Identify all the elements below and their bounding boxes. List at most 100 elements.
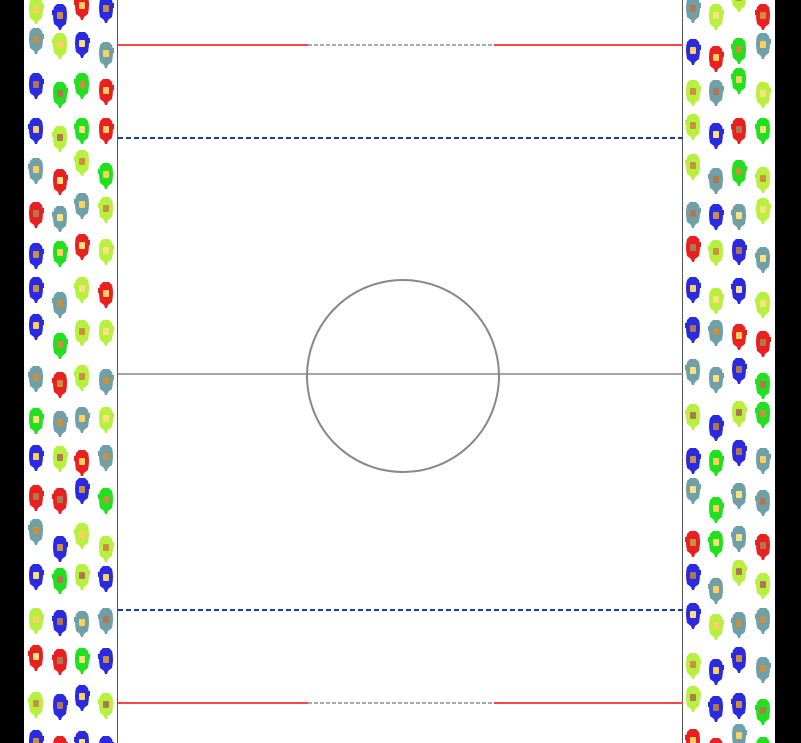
spectator-icon	[755, 534, 770, 560]
spectator-icon	[53, 333, 68, 359]
spectator-icon	[99, 407, 114, 433]
spectator-icon	[708, 696, 723, 722]
spectator-icon	[685, 154, 700, 180]
spectator-icon	[731, 526, 746, 552]
spectator-icon	[709, 367, 724, 393]
spectator-icon	[686, 448, 701, 474]
spectator-icon	[732, 0, 746, 12]
spectator-icon	[731, 38, 746, 64]
spectator-icon	[98, 445, 113, 471]
spectator-icon	[75, 648, 90, 674]
spectator-icon	[53, 241, 68, 267]
spectator-icon	[53, 411, 68, 437]
spectator-icon	[709, 204, 724, 230]
spectator-icon	[75, 234, 90, 260]
spectator-icon	[755, 292, 770, 318]
spectator-icon	[732, 160, 747, 186]
spectator-icon	[29, 608, 44, 634]
spectator-icon	[74, 0, 89, 20]
spectator-icon	[28, 158, 43, 184]
spectator-icon	[685, 359, 700, 385]
spectator-icon	[755, 490, 770, 516]
spectator-icon	[75, 407, 90, 433]
spectator-icon	[755, 118, 770, 144]
spectator-icon	[709, 415, 724, 441]
spectator-icon	[75, 32, 90, 58]
spectator-icon	[98, 566, 113, 592]
left-crowd-canvas	[28, 0, 114, 743]
spectator-icon	[686, 478, 701, 504]
spectator-icon	[756, 198, 771, 224]
spectator-icon	[29, 314, 44, 340]
spectator-icon	[756, 737, 770, 743]
spectator-icon	[732, 358, 747, 384]
spectator-icon	[708, 531, 723, 557]
spectator-icon	[99, 0, 114, 23]
spectator-icon	[75, 685, 90, 711]
spectator-icon	[28, 692, 43, 718]
spectator-icon	[686, 653, 701, 679]
spectator-icon	[74, 450, 89, 476]
spectator-icon	[755, 373, 770, 399]
spectator-icon	[75, 320, 90, 346]
spectator-icon	[708, 240, 723, 266]
spectator-icon	[731, 118, 746, 144]
spectator-icon	[732, 724, 747, 743]
spectator-icon	[732, 239, 747, 265]
spectator-icon	[708, 320, 723, 346]
spectator-icon	[685, 531, 700, 557]
spectator-icon	[99, 536, 114, 562]
spectator-icon	[99, 369, 114, 395]
spectator-icon	[29, 28, 44, 54]
playing-field	[117, 0, 684, 743]
spectator-icon	[686, 80, 701, 106]
spectator-icon	[52, 372, 67, 398]
spectator-icon	[755, 167, 770, 193]
spectator-icon	[755, 402, 770, 428]
spectator-icon	[52, 610, 67, 636]
spectator-icon	[98, 608, 113, 634]
spectator-icon	[28, 118, 43, 144]
spectator-icon	[29, 73, 44, 99]
spectator-icon	[708, 578, 723, 604]
spectator-icon	[74, 193, 89, 219]
spectator-icon	[28, 519, 43, 545]
spectator-icon	[708, 168, 723, 194]
spectator-icon	[755, 608, 770, 634]
spectator-icon	[29, 445, 44, 471]
spectator-icon	[99, 736, 114, 743]
spectator-icon	[709, 497, 724, 523]
spectator-icon	[709, 659, 724, 685]
spectator-icon	[98, 282, 113, 308]
spectator-icon	[99, 118, 114, 144]
spectator-icon	[52, 33, 67, 59]
spectator-icon	[74, 150, 89, 176]
spectator-icon	[731, 483, 746, 509]
spectator-icon	[686, 564, 701, 590]
spectator-icon	[709, 288, 724, 314]
spectator-icon	[731, 204, 746, 230]
spectator-icon	[732, 560, 747, 586]
spectator-icon	[709, 123, 724, 149]
spectator-icon	[53, 82, 68, 108]
spectator-icon	[755, 573, 770, 599]
field-markings	[118, 44, 684, 704]
spectator-icon	[53, 446, 68, 472]
spectator-icon	[685, 404, 700, 430]
spectator-icon	[686, 39, 701, 65]
spectator-icon	[52, 126, 67, 152]
spectator-icon	[98, 163, 113, 189]
spectator-icon	[709, 614, 724, 640]
spectator-icon	[52, 488, 67, 514]
spectator-icon	[685, 729, 700, 743]
spectator-icon	[74, 277, 89, 303]
spectator-icon	[74, 118, 89, 144]
spectator-icon	[52, 568, 67, 594]
spectator-icon	[755, 699, 770, 725]
spectator-icon	[98, 197, 113, 223]
spectator-icon	[29, 408, 44, 434]
spectator-icon	[686, 236, 701, 262]
spectator-icon	[52, 206, 67, 232]
spectator-icon	[756, 82, 771, 108]
